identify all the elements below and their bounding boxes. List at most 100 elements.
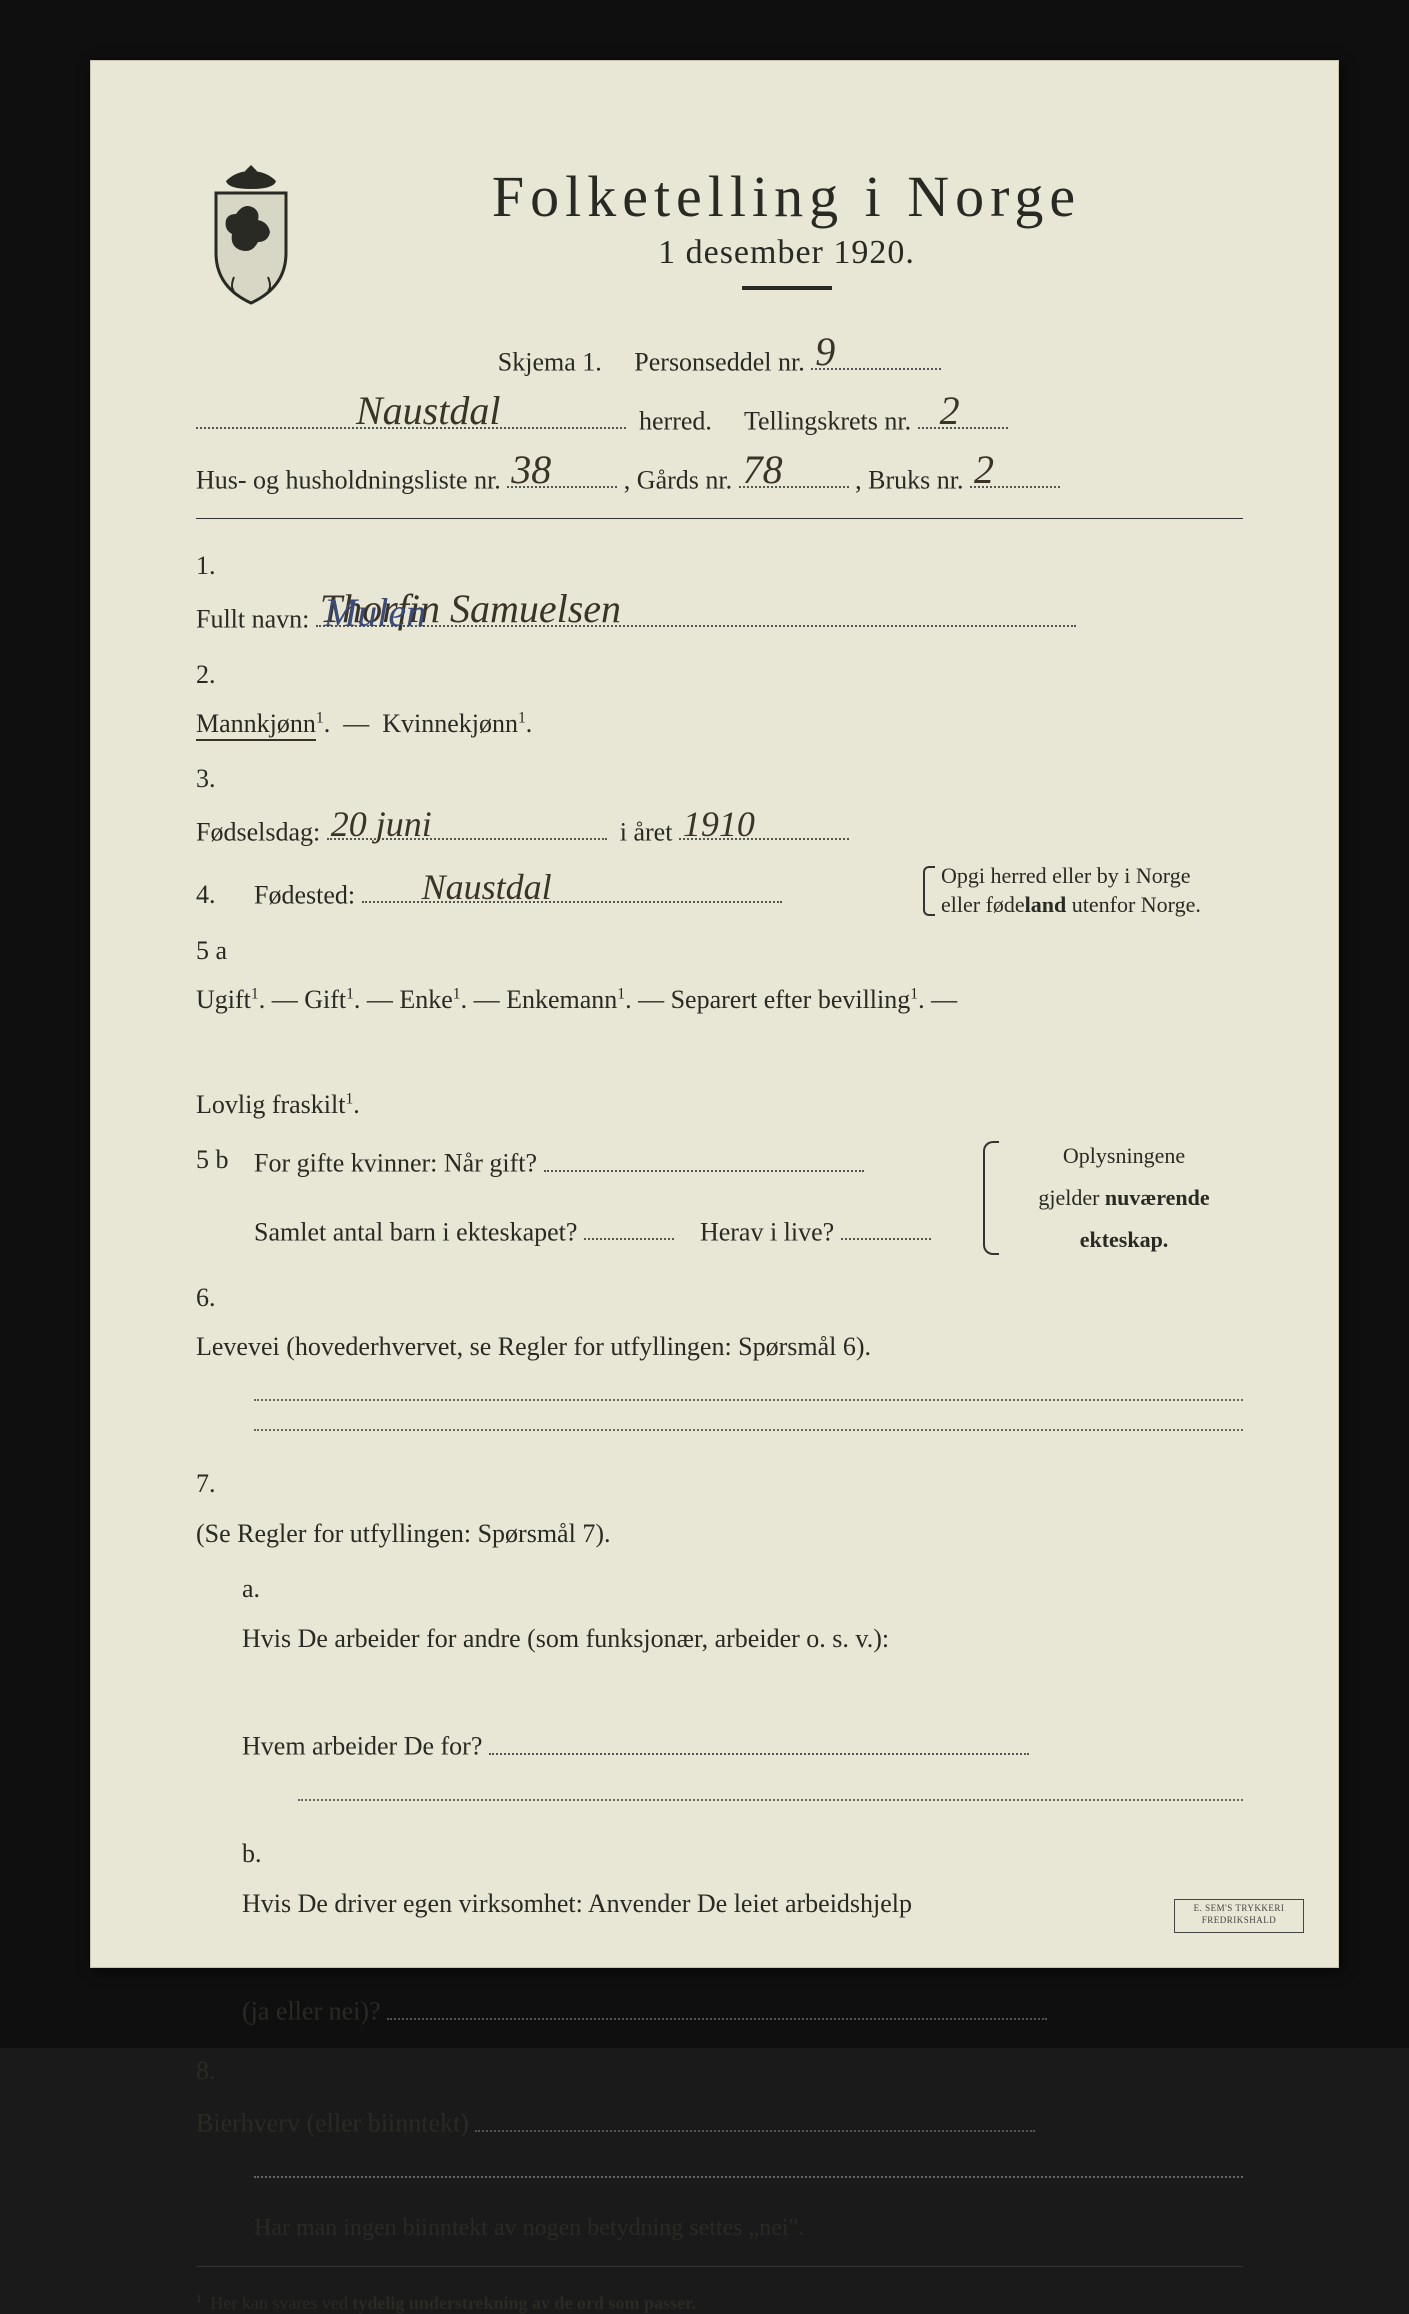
- q4-note-l2-pre: eller føde: [941, 892, 1025, 917]
- header: Folketelling i Norge 1 desember 1920.: [196, 151, 1243, 316]
- q4-value: Naustdal: [422, 869, 552, 905]
- q3-year-value: 1910: [683, 806, 755, 842]
- personseddel-value: 9: [815, 332, 835, 372]
- q2-kvinne: Kvinnekjønn: [382, 709, 518, 738]
- footnote-text: Her kan svares ved tydelig understreknin…: [210, 2293, 696, 2313]
- q5b-gift-field: [544, 1135, 864, 1171]
- printer-mark: E. SEM'S TRYKKERI FREDRIKSHALD: [1174, 1899, 1304, 1933]
- q4-note-l2-bold: land: [1025, 892, 1067, 917]
- q5b-note-l2-bold: nuværende: [1105, 1185, 1210, 1210]
- q5b-l1: For gifte kvinner: Når gift?: [254, 1149, 537, 1178]
- q5b-barn-field: [584, 1204, 674, 1240]
- husliste-label: Hus- og husholdningsliste nr.: [196, 465, 501, 494]
- tellingskrets-label: Tellingskrets nr.: [744, 406, 911, 435]
- q7b-l2: (ja eller nei)?: [242, 1997, 381, 2026]
- q7b-l1: Hvis De driver egen virksomhet: Anvender…: [242, 1879, 1195, 1928]
- q8: 8. Bierhverv (eller biinntekt): [196, 2046, 1243, 2148]
- herred-field: Naustdal: [196, 393, 626, 429]
- gards-value: 78: [743, 450, 783, 490]
- q7a-label: a.: [242, 1564, 286, 1613]
- q7b-label: b.: [242, 1829, 286, 1878]
- herred-line: Naustdal herred. Tellingskrets nr. 2: [196, 393, 1243, 446]
- q5a: 5 a Ugift1. — Gift1. — Enke1. — Enkemann…: [196, 926, 1243, 1025]
- husliste-field: 38: [507, 452, 617, 488]
- skjema-line: Skjema 1. Personseddel nr. 9: [196, 334, 1243, 387]
- q7a-l1: Hvis De arbeider for andre (som funksjon…: [242, 1614, 1195, 1663]
- q7a-l2: Hvem arbeider De for?: [242, 1732, 482, 1761]
- q5b-note-l3: ekteskap.: [1005, 1219, 1243, 1261]
- main-title: Folketelling i Norge: [330, 163, 1243, 230]
- q7b-l2-row: (ja eller nei)?: [242, 1934, 1243, 2036]
- q5b-l2b: Herav i live?: [700, 1217, 834, 1246]
- q1: 1. Fullt navn: Thorfin Samuelsen Mulen: [196, 541, 1243, 643]
- q1-value-suffix: Mulen: [324, 593, 426, 633]
- q5a-num: 5 a: [196, 926, 254, 975]
- q4-label: Fødested:: [254, 880, 355, 909]
- bruks-value: 2: [974, 450, 994, 490]
- herred-value: Naustdal: [356, 391, 500, 431]
- q6-blank-1: [254, 1399, 1243, 1401]
- document-paper: Folketelling i Norge 1 desember 1920. Sk…: [90, 60, 1339, 1968]
- husliste-line: Hus- og husholdningsliste nr. 38 , Gårds…: [196, 452, 1243, 505]
- q8-field: [475, 2095, 1035, 2131]
- printer-l2: FREDRIKSHALD: [1175, 1915, 1303, 1927]
- q3: 3. Fødselsdag: 20 juni i året 1910: [196, 754, 1243, 856]
- q3-day-value: 20 juni: [331, 806, 432, 842]
- q5b-live-field: [841, 1204, 931, 1240]
- title-divider: [742, 286, 832, 290]
- q4-note-l2-post: utenfor Norge.: [1066, 892, 1201, 917]
- skjema-label: Skjema 1.: [498, 347, 602, 376]
- q7a-l2-row: Hvem arbeider De for?: [242, 1669, 1243, 1771]
- bruks-label: , Bruks nr.: [855, 465, 963, 494]
- tellingskrets-value: 2: [940, 391, 960, 431]
- personseddel-field: 9: [811, 334, 941, 370]
- q7: 7. (Se Regler for utfyllingen: Spørsmål …: [196, 1459, 1243, 1558]
- husliste-value: 38: [511, 450, 551, 490]
- q5b-l2a: Samlet antal barn i ekteskapet?: [254, 1217, 577, 1246]
- q4: 4. Fødested: Naustdal Opgi herred eller …: [196, 862, 1243, 919]
- q2-num: 2.: [196, 650, 254, 699]
- q6-blank-2: [254, 1429, 1243, 1431]
- date-line: 1 desember 1920.: [330, 234, 1243, 272]
- q7-intro: (Se Regler for utfyllingen: Spørsmål 7).: [196, 1509, 1181, 1558]
- tellingskrets-field: 2: [918, 393, 1008, 429]
- q6: 6. Levevei (hovederhvervet, se Regler fo…: [196, 1273, 1243, 1372]
- herred-label: herred.: [639, 406, 712, 435]
- q3-day-field: 20 juni: [327, 804, 607, 840]
- q3-mid: i året: [620, 817, 673, 846]
- q3-num: 3.: [196, 754, 254, 803]
- q8-label: Bierhverv (eller biinntekt): [196, 2109, 469, 2138]
- q7a-blank: [298, 1799, 1243, 1801]
- q5b: 5 b For gifte kvinner: Når gift? Samlet …: [196, 1135, 1243, 1260]
- q1-value: Thorfin Samuelsen Mulen: [320, 589, 621, 629]
- q7b: b. Hvis De driver egen virksomhet: Anven…: [242, 1829, 1243, 1928]
- q3-label: Fødselsdag:: [196, 817, 320, 846]
- footnote: 1 Her kan svares ved tydelig understrekn…: [196, 2293, 1243, 2314]
- bruks-field: 2: [970, 452, 1060, 488]
- top-rule: [196, 518, 1243, 519]
- q6-num: 6.: [196, 1273, 254, 1322]
- personseddel-label: Personseddel nr.: [634, 347, 804, 376]
- footnote-rule: [196, 2266, 1243, 2267]
- title-block: Folketelling i Norge 1 desember 1920.: [330, 151, 1243, 316]
- q1-label: Fullt navn:: [196, 604, 309, 633]
- gards-field: 78: [739, 452, 849, 488]
- q6-text: Levevei (hovederhvervet, se Regler for u…: [196, 1322, 1181, 1371]
- q7b-field: [387, 1983, 1047, 2019]
- q7a-field: [489, 1718, 1029, 1754]
- gards-label: , Gårds nr.: [624, 465, 732, 494]
- q5b-note-l1: Oplysningene: [1005, 1135, 1243, 1177]
- printer-l1: E. SEM'S TRYKKERI: [1175, 1903, 1303, 1915]
- q5a-options: Ugift1. — Gift1. — Enke1. — Enkemann1. —…: [196, 985, 957, 1014]
- q1-num: 1.: [196, 541, 254, 590]
- q8-note: Har man ingen biinntekt av nogen betydni…: [254, 2206, 1243, 2252]
- q4-note-l1: Opgi herred eller by i Norge: [941, 862, 1243, 891]
- q4-note: Opgi herred eller by i Norge eller fødel…: [923, 862, 1243, 919]
- q8-num: 8.: [196, 2046, 254, 2095]
- q5b-note: Oplysningene gjelder nuværende ekteskap.: [983, 1135, 1243, 1260]
- q5b-num: 5 b: [196, 1135, 254, 1184]
- q7a: a. Hvis De arbeider for andre (som funks…: [242, 1564, 1243, 1663]
- q7-num: 7.: [196, 1459, 254, 1508]
- coat-of-arms-icon: [196, 159, 306, 309]
- q1-field: Thorfin Samuelsen Mulen: [316, 591, 1076, 627]
